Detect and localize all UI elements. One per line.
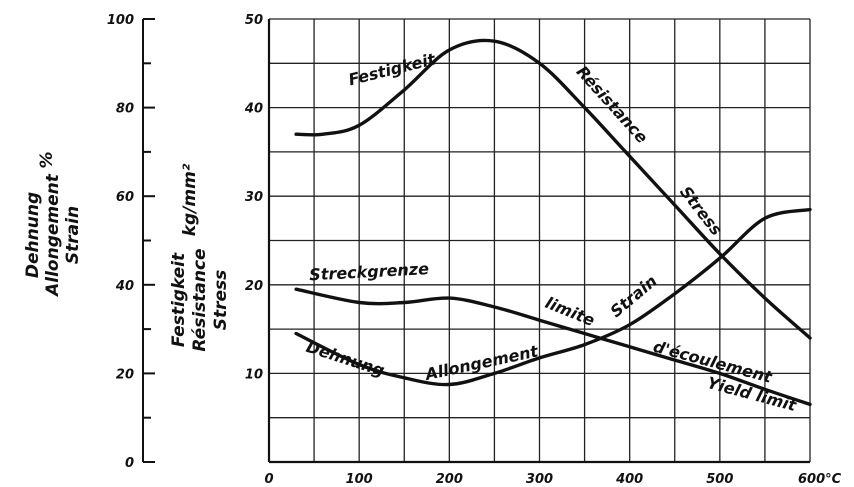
right-axis-title-line-3: Stress <box>211 270 231 331</box>
x-tick-label: 600°C <box>798 472 842 487</box>
right-axis-unit: kg/mm² <box>180 163 200 236</box>
left-axis-unit: % <box>37 151 57 168</box>
curve-0 <box>294 38 812 340</box>
x-tick-label: 300 <box>526 472 553 487</box>
stress-tick-label: 10 <box>245 367 263 382</box>
strain-tick-label: 0 <box>125 456 134 471</box>
curve-label: Stress <box>676 183 726 240</box>
stress-tick-label: 20 <box>245 279 263 294</box>
stress-tick-label: 30 <box>245 190 263 205</box>
curve-label: Strain <box>606 271 660 321</box>
curves <box>294 38 812 407</box>
x-tick-label: 400 <box>615 472 643 487</box>
strain-tick-label: 20 <box>116 367 134 382</box>
curve-label: Streckgrenze <box>309 259 430 284</box>
left-axis-title-line-1: Dehnung <box>23 192 43 278</box>
stress-tick-label: 40 <box>244 102 263 117</box>
x-tick-label: 500 <box>706 472 733 487</box>
labels: Festigkeit RésistanceStressStreckgrenzeli… <box>304 49 800 415</box>
axes: 0 100 200 300 400 500 600°C1020304050020406080… <box>107 13 842 487</box>
right-axis-title-line-2: Résistance <box>190 248 210 351</box>
stress-tick-label: 50 <box>245 13 263 28</box>
left-axis-title-line-2: Allongement <box>43 173 63 298</box>
x-tick-label: 200 <box>436 472 463 487</box>
x-tick-label: 100 <box>346 472 373 487</box>
strain-tick-label: 40 <box>115 279 134 294</box>
strain-tick-label: 100 <box>107 13 134 28</box>
right-axis-title-line-1: Festigkeit <box>169 252 189 347</box>
curve-label: Festigkeit <box>347 49 439 89</box>
strain-tick-label: 80 <box>116 102 134 117</box>
x-tick-label: 0 <box>264 472 273 487</box>
curve-1 <box>294 287 812 407</box>
strain-tick-label: 60 <box>116 190 134 205</box>
left-axis-title-line-3: Strain <box>63 206 83 264</box>
curve-2 <box>294 207 812 387</box>
